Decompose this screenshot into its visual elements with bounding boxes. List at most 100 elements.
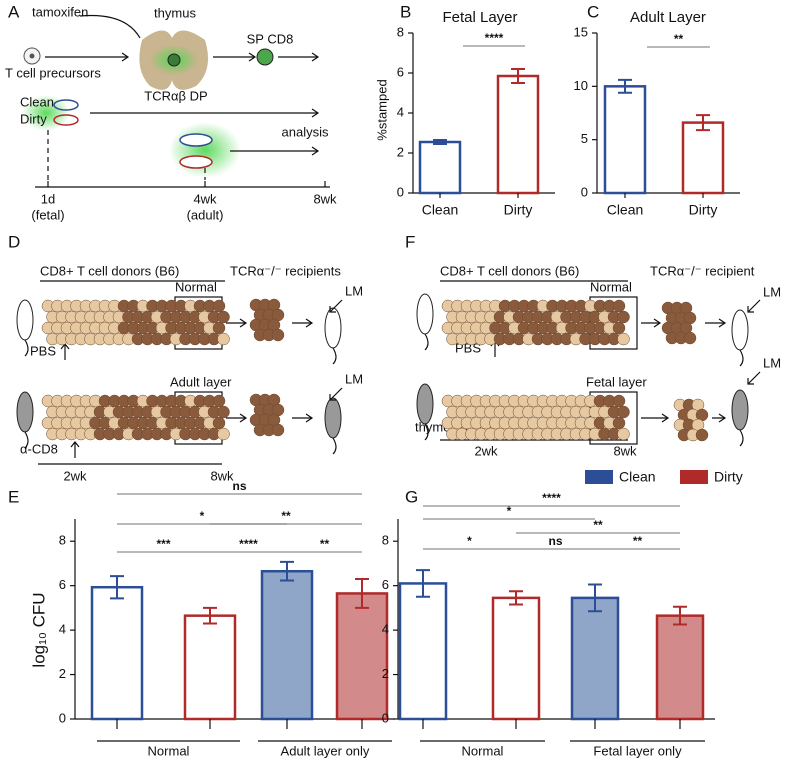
label: LM: [763, 355, 781, 370]
panel-label: C: [587, 2, 599, 21]
arrow: [641, 318, 662, 328]
panel-label: E: [8, 487, 19, 506]
y-tick-label: 4: [382, 622, 389, 637]
label: Normal: [175, 279, 217, 294]
cell: [612, 299, 626, 313]
label: α-CD8: [20, 441, 58, 456]
y-tick-label: 0: [382, 710, 389, 725]
label: (adult): [187, 207, 224, 222]
panel-label: D: [8, 232, 20, 251]
mouse: [731, 389, 749, 431]
bar: [90, 585, 144, 721]
significance-label: **: [593, 518, 603, 532]
panel-label: F: [405, 232, 415, 251]
mouse-tail: [739, 429, 744, 447]
arrow: [226, 318, 248, 328]
bar: [570, 596, 620, 721]
bar: [398, 582, 448, 721]
y-tick-label: 2: [382, 666, 389, 681]
label: 1d: [41, 191, 55, 206]
label: CD8+ T cell donors (B6): [440, 263, 579, 278]
error-bar: [588, 583, 602, 613]
x-tick-label: Clean: [422, 202, 459, 218]
mouse: [179, 155, 213, 169]
panel-label: G: [405, 487, 418, 506]
cell: [212, 416, 226, 430]
label: TCRα⁻/⁻ recipients: [230, 263, 341, 278]
significance-label: **: [320, 537, 330, 551]
x-tick-label: Clean: [607, 202, 644, 218]
cell: [612, 394, 626, 408]
label: LM: [345, 371, 363, 386]
arrow: [230, 146, 320, 156]
x-tick-label: Dirty: [504, 202, 533, 218]
error-bar: [673, 605, 687, 626]
mouse-tail: [332, 347, 337, 365]
mouse: [324, 307, 342, 349]
significance-label: ***: [156, 537, 170, 551]
x-tick-label: Normal: [462, 743, 504, 758]
panel-label: A: [8, 2, 20, 21]
y-axis-label: %stamped: [374, 79, 389, 140]
cell: [217, 427, 230, 441]
mouse-tail: [739, 349, 744, 367]
x-tick-label: Fetal layer only: [593, 743, 682, 758]
y-axis-label: log₁₀ CFU: [29, 592, 48, 667]
cell: [683, 331, 697, 345]
label: tamoxifen: [32, 4, 88, 19]
cell: [695, 428, 709, 442]
y-tick-label: 10: [574, 78, 588, 93]
arrow: [79, 14, 141, 39]
label: T cell precursors: [5, 65, 101, 80]
cell: [271, 328, 285, 342]
cell: [167, 53, 181, 67]
arrow: [705, 318, 727, 328]
label: TCRα⁻/⁻ recipient: [650, 263, 755, 278]
error-bar: [433, 139, 447, 145]
cell: [612, 416, 626, 430]
bar: [335, 592, 389, 721]
bar: [655, 614, 705, 721]
y-tick-label: 6: [59, 577, 66, 592]
chart-title: Fetal Layer: [442, 9, 517, 26]
cell: [617, 405, 630, 419]
label: 8wk: [210, 468, 234, 483]
arrow: [712, 413, 727, 423]
bar: [681, 121, 725, 195]
x-tick-label: Normal: [148, 743, 190, 758]
error-bar: [618, 78, 632, 94]
mouse-tail: [24, 339, 29, 357]
cell: [256, 48, 274, 66]
mouse: [53, 114, 79, 126]
label: Normal: [590, 279, 632, 294]
label: SP CD8: [247, 31, 294, 46]
mouse-tail: [332, 437, 337, 455]
cell: [617, 310, 630, 324]
cell: [617, 332, 630, 346]
arrow: [329, 387, 343, 401]
label: LM: [763, 284, 781, 299]
significance-label: *: [200, 509, 205, 523]
y-tick-label: 2: [59, 666, 66, 681]
y-tick-label: 15: [574, 24, 588, 39]
y-tick-label: 6: [397, 64, 404, 79]
significance-label: ****: [542, 491, 561, 505]
label: PBS: [30, 343, 56, 358]
error-bar: [696, 114, 710, 132]
chart-title: Adult Layer: [630, 9, 706, 26]
legend-swatch: [585, 470, 613, 484]
arrow: [213, 52, 257, 62]
error-bar: [416, 569, 430, 598]
label: CD8+ T cell donors (B6): [40, 263, 179, 278]
label: 8wk: [313, 191, 337, 206]
mouse: [16, 299, 34, 341]
cell: [612, 321, 626, 335]
y-tick-label: 8: [382, 533, 389, 548]
label: 8wk: [613, 443, 637, 458]
significance-label: ****: [239, 537, 258, 551]
cell: [617, 427, 630, 441]
y-tick-label: 4: [397, 104, 404, 119]
cell: [212, 299, 226, 313]
